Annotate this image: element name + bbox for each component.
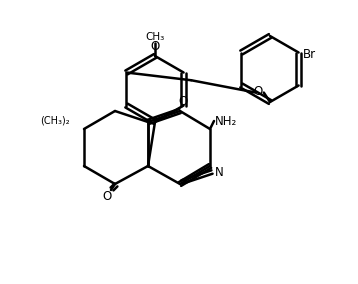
- Text: O: O: [253, 85, 262, 98]
- Text: N: N: [215, 166, 224, 179]
- Text: O: O: [102, 189, 112, 202]
- Text: NH₂: NH₂: [215, 114, 237, 128]
- Text: Br: Br: [303, 48, 316, 61]
- Text: O: O: [150, 40, 160, 53]
- Text: CH₃: CH₃: [145, 32, 165, 42]
- Text: O: O: [178, 95, 188, 108]
- Text: (CH₃)₂: (CH₃)₂: [40, 115, 70, 125]
